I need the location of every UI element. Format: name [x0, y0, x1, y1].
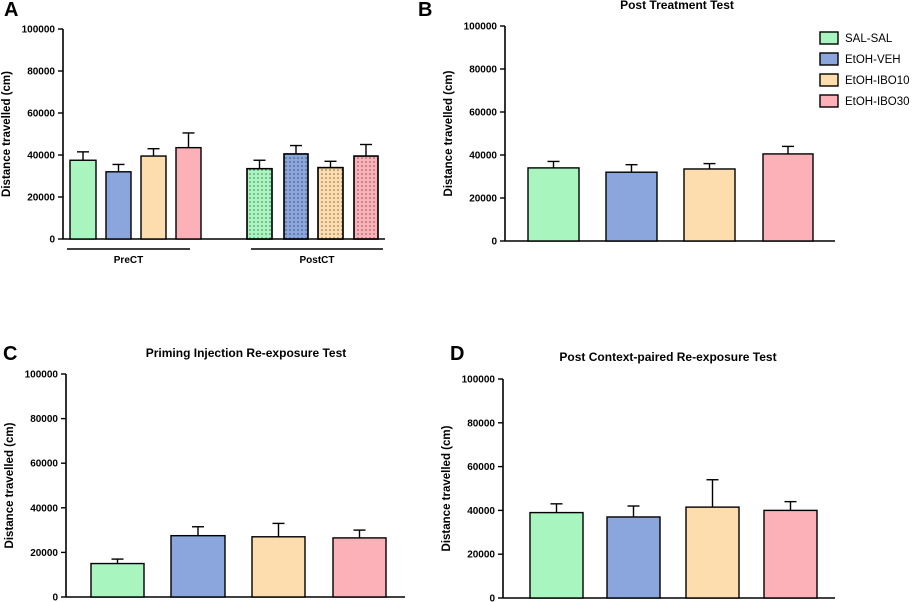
bar-postct-etoh-veh-pattern	[283, 153, 309, 240]
y-tick-label: 80000	[30, 414, 58, 425]
y-axis-label: Distance travelled (cm)	[441, 425, 453, 551]
y-tick-label: 100000	[464, 22, 498, 33]
y-tick-label: 100000	[462, 375, 496, 386]
bar-sal-sal	[90, 562, 145, 598]
y-axis-label: Distance travelled (cm)	[443, 70, 455, 196]
y-tick-label: 20000	[469, 194, 497, 205]
chart-title: Priming Injection Re-exposure Test	[146, 346, 346, 360]
panel-letter: C	[3, 343, 17, 365]
bar-etoh-ibo10	[683, 168, 736, 242]
y-tick-label: 100000	[22, 25, 56, 36]
y-axis-label: Distance travelled (cm)	[4, 422, 16, 548]
y-tick-label: 20000	[467, 550, 495, 561]
panel-letter: D	[450, 343, 464, 365]
y-tick-label: 0	[489, 594, 495, 602]
y-tick-label: 60000	[30, 459, 58, 470]
bar-prect-etoh-veh	[105, 171, 132, 240]
bar-prect-etoh-ibo10	[140, 155, 167, 240]
group-label: PostCT	[300, 255, 335, 266]
y-tick-label: 0	[52, 593, 58, 602]
bar-postct-etoh-ibo10-pattern	[317, 166, 344, 240]
y-tick-label: 20000	[30, 548, 58, 559]
chart-panel-a: A Distance travelled (cm) 0 20000 40000 60000…	[1, 0, 385, 266]
bar-etoh-ibo10	[251, 536, 306, 598]
bar-postct-etoh-ibo30-pattern	[353, 155, 379, 240]
chart-panel-c: C Priming Injection Re-exposure Test Dista…	[3, 343, 405, 602]
y-tick-label: 80000	[27, 67, 55, 78]
legend: SAL-SAL EtOH-VEH EtOH-IBO10 EtOH-IBO30	[819, 31, 910, 108]
y-tick-label: 60000	[27, 109, 55, 120]
y-axis-label: Distance travelled (cm)	[1, 71, 13, 197]
y-tick-label: 60000	[467, 462, 495, 473]
bar-sal-sal	[529, 511, 584, 599]
chart-panel-b: B Post Treatment Test Distance travelled (…	[418, 0, 835, 248]
bar-etoh-ibo30	[332, 537, 387, 598]
y-tick-label: 80000	[469, 65, 497, 76]
panel-letter: A	[4, 0, 18, 21]
bar-etoh-ibo30	[762, 153, 814, 242]
y-tick-label: 40000	[469, 151, 497, 162]
bar-etoh-veh	[605, 171, 658, 242]
legend-swatch	[819, 73, 839, 87]
legend-swatch	[819, 94, 839, 108]
bar-prect-sal-sal	[69, 159, 97, 240]
chart-title: Post Treatment Test	[620, 0, 734, 12]
chart-panel-d: D Post Context-paired Re-exposure Test Dis…	[441, 343, 835, 602]
chart-title: Post Context-paired Re-exposure Test	[559, 350, 776, 364]
legend-swatch	[819, 31, 839, 45]
bar-postct-sal-sal-pattern	[246, 167, 273, 240]
legend-label: EtOH-IBO10	[845, 75, 910, 87]
y-tick-label: 40000	[27, 151, 55, 162]
y-tick-label: 60000	[469, 108, 497, 119]
y-tick-label: 80000	[467, 418, 495, 429]
bar-etoh-ibo30	[763, 509, 818, 599]
group-label: PreCT	[114, 255, 143, 266]
bar-etoh-veh	[606, 516, 661, 599]
legend-label: EtOH-VEH	[845, 54, 901, 66]
y-tick-label: 100000	[25, 370, 59, 381]
panel-letter: B	[418, 0, 432, 21]
bar-prect-etoh-ibo30	[175, 146, 202, 240]
bar-etoh-ibo10	[685, 506, 740, 599]
y-tick-label: 0	[491, 237, 497, 248]
legend-label: SAL-SAL	[845, 33, 893, 45]
bar-etoh-veh	[170, 534, 226, 598]
y-tick-label: 40000	[467, 506, 495, 517]
legend-label: EtOH-IBO30	[845, 96, 910, 108]
y-tick-label: 40000	[30, 503, 58, 514]
y-tick-label: 0	[49, 235, 55, 246]
legend-swatch	[819, 52, 839, 66]
y-tick-label: 20000	[27, 193, 55, 204]
bar-sal-sal	[527, 167, 580, 242]
